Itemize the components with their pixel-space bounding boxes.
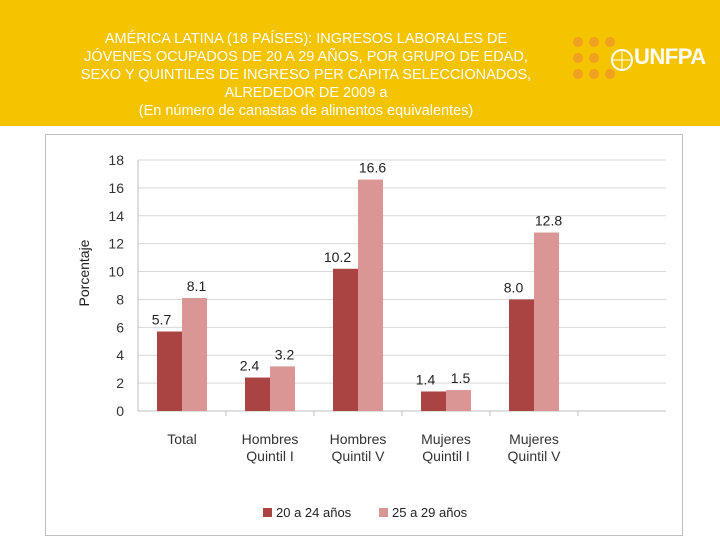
bar-series-1-4 bbox=[509, 299, 534, 411]
bar-series-1-1 bbox=[245, 377, 270, 411]
x-tick-label-4-1: Quintil V bbox=[508, 448, 562, 464]
x-tick-label-2-1: Quintil V bbox=[332, 448, 386, 464]
y-tick-label-4: 4 bbox=[116, 347, 124, 363]
bar-series-2-4 bbox=[534, 232, 559, 411]
y-tick-label-14: 14 bbox=[108, 208, 124, 224]
logo-text: UNFPA bbox=[634, 44, 706, 69]
bar-series-2-0 bbox=[182, 298, 207, 411]
y-tick-label-2: 2 bbox=[116, 375, 124, 391]
x-tick-label-1-0: Hombres bbox=[242, 431, 299, 447]
un-emblem-icon bbox=[611, 49, 633, 71]
x-tick-label-3-1: Quintil I bbox=[422, 448, 469, 464]
legend: 20 a 24 años 25 a 29 años bbox=[263, 505, 468, 520]
bar-series-2-2 bbox=[358, 179, 383, 411]
x-tick-label-3-0: Mujeres bbox=[421, 431, 471, 447]
data-label-series-2-2: 16.6 bbox=[359, 160, 386, 176]
data-label-series-2-4: 12.8 bbox=[535, 213, 562, 229]
legend-swatch-series-2 bbox=[379, 508, 388, 517]
bar-series-2-1 bbox=[270, 366, 295, 411]
data-label-series-1-4: 8.0 bbox=[504, 279, 524, 295]
unfpa-logo: UNFPA bbox=[570, 34, 720, 90]
x-tick-label-2-0: Hombres bbox=[330, 431, 387, 447]
y-tick-label-10: 10 bbox=[108, 264, 124, 280]
title-line-2: JÓVENES OCUPADOS DE 20 A 29 AÑOS, POR GR… bbox=[84, 49, 528, 65]
x-tick-label-1-1: Quintil I bbox=[246, 448, 293, 464]
legend-swatch-series-1 bbox=[263, 508, 272, 517]
logo-dots-icon bbox=[573, 37, 633, 79]
x-tick-label-4-0: Mujeres bbox=[509, 431, 559, 447]
y-tick-label-16: 16 bbox=[108, 180, 124, 196]
title-line-4: ALREDEDOR DE 2009 a bbox=[224, 85, 388, 101]
data-label-series-1-1: 2.4 bbox=[240, 358, 260, 374]
legend-label-series-2: 25 a 29 años bbox=[392, 505, 468, 520]
chart-frame: 0 2 4 6 8 10 12 14 16 18 5.7 8.1 Total 2.4 3.2 Hombres… bbox=[45, 134, 683, 536]
x-tick-label-0-0: Total bbox=[167, 431, 197, 447]
y-tick-label-6: 6 bbox=[116, 319, 124, 335]
y-axis-title: Porcentaje bbox=[76, 239, 92, 306]
legend-label-series-1: 20 a 24 años bbox=[276, 505, 352, 520]
bar-series-1-2 bbox=[333, 268, 358, 411]
page-title: AMÉRICA LATINA (18 PAÍSES): INGRESOS LAB… bbox=[0, 30, 612, 120]
bar-chart: 0 2 4 6 8 10 12 14 16 18 5.7 8.1 Total 2.4 3.2 Hombres… bbox=[76, 152, 666, 520]
data-label-series-1-3: 1.4 bbox=[416, 371, 436, 387]
data-label-series-2-1: 3.2 bbox=[275, 346, 295, 362]
header-banner: AMÉRICA LATINA (18 PAÍSES): INGRESOS LAB… bbox=[0, 0, 720, 126]
title-line-5: (En número de canastas de alimentos equi… bbox=[138, 103, 474, 119]
data-label-series-2-0: 8.1 bbox=[187, 278, 207, 294]
bar-series-1-3 bbox=[421, 391, 446, 411]
data-label-series-2-3: 1.5 bbox=[451, 370, 471, 386]
data-label-series-1-2: 10.2 bbox=[324, 249, 351, 265]
grid-layer: 0 2 4 6 8 10 12 14 16 18 bbox=[108, 152, 666, 419]
title-line-1: AMÉRICA LATINA (18 PAÍSES): INGRESOS LAB… bbox=[104, 31, 508, 47]
bars-layer bbox=[157, 179, 559, 411]
bar-series-1-0 bbox=[157, 331, 182, 411]
y-tick-label-12: 12 bbox=[108, 236, 124, 252]
y-tick-label-8: 8 bbox=[116, 291, 124, 307]
data-label-series-1-0: 5.7 bbox=[152, 312, 172, 328]
title-line-3: SEXO Y QUINTILES DE INGRESO PER CAPITA S… bbox=[80, 67, 532, 83]
y-tick-label-0: 0 bbox=[116, 403, 124, 419]
y-tick-label-18: 18 bbox=[108, 152, 124, 168]
bar-series-2-3 bbox=[446, 390, 471, 411]
